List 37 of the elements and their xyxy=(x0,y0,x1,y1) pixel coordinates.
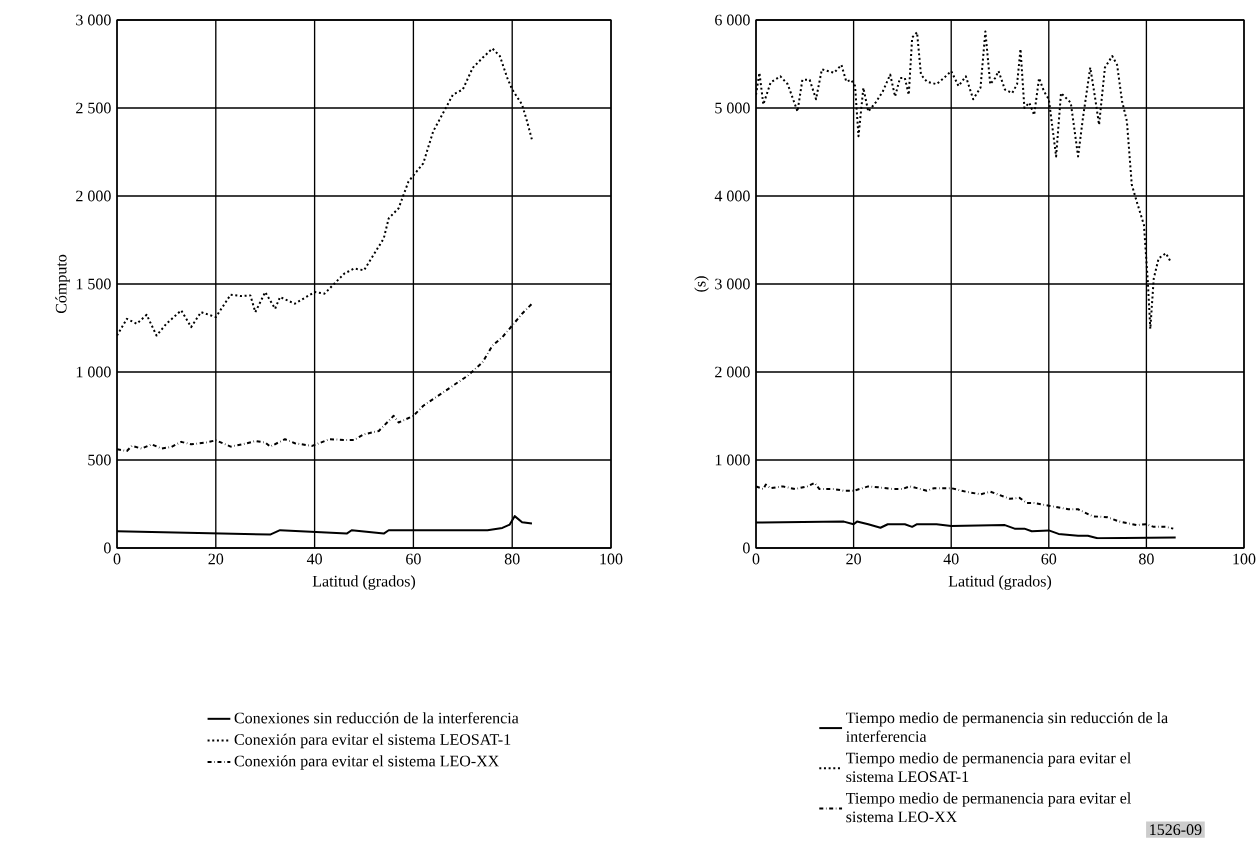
y-tick-label: 1 500 xyxy=(76,278,111,290)
x-tick-label: 40 xyxy=(943,553,959,565)
y-tick-label: 3 000 xyxy=(76,14,111,26)
y-tick-label: 500 xyxy=(88,454,111,466)
y-tick-label: 2 000 xyxy=(76,190,111,202)
x-tick-label: 20 xyxy=(208,553,224,565)
x-tick-label: 80 xyxy=(1139,553,1154,565)
y-tick-label: 2 500 xyxy=(76,102,111,114)
x-tick-label: 20 xyxy=(846,553,861,565)
y-tick-label: 3 000 xyxy=(715,278,750,290)
y-tick-label: 1 000 xyxy=(76,366,111,378)
legend-label: Tiempo medio de permanencia sin reducción de la interferencia xyxy=(846,711,1168,742)
text: 1526-09 xyxy=(1150,824,1202,836)
x-tick-label: 0 xyxy=(113,553,121,565)
legend-label: Conexiones sin reducción de la interferencia xyxy=(234,711,519,724)
y-tick-label: 4 000 xyxy=(714,190,750,202)
x-tick-label: 40 xyxy=(306,553,322,565)
y-tick-label: 2 000 xyxy=(715,366,750,378)
legend-label: Tiempo medio de permanencia para evitar el sistema LEOSAT-1 xyxy=(846,752,1131,783)
y-axis-title: (s) xyxy=(694,276,709,292)
y-tick-label: 1 000 xyxy=(715,454,750,466)
x-tick-label: 80 xyxy=(504,553,520,565)
x-axis-title: Latitud (grados) xyxy=(312,575,416,590)
x-tick-label: 100 xyxy=(600,553,623,565)
x-tick-label: 60 xyxy=(1041,553,1057,565)
x-tick-label: 0 xyxy=(752,553,760,565)
y-axis-title: Cómputo xyxy=(55,254,70,314)
y-tick-label: 0 xyxy=(743,542,750,554)
legend-label: Tiempo medio de permanencia para evitar el sistema LEO-XX xyxy=(846,792,1131,823)
legend-label: Conexión para evitar el sistema LEOSAT-1 xyxy=(234,733,511,749)
x-tick-label: 60 xyxy=(406,553,421,565)
y-tick-label: 5 000 xyxy=(715,102,750,114)
x-axis-title: Latitud (grados) xyxy=(948,575,1052,590)
y-tick-label: 6 000 xyxy=(715,14,750,26)
legend-label: Conexión para evitar el sistema LEO-XX xyxy=(234,755,499,770)
y-tick-label: 0 xyxy=(104,542,111,554)
x-tick-label: 100 xyxy=(1233,553,1256,565)
